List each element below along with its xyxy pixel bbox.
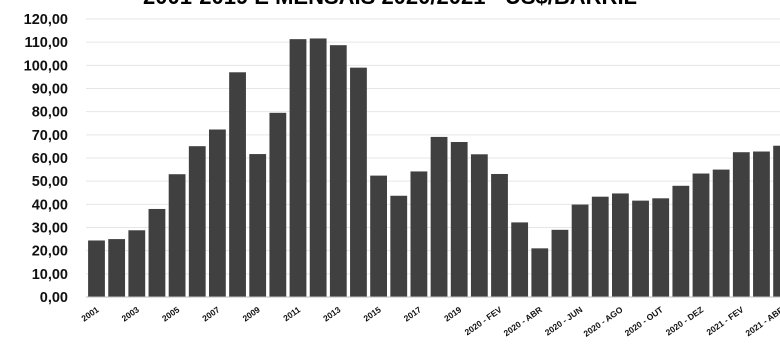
x-tick-label: 2021 - FEV [704, 304, 745, 337]
bar-2020-jul [591, 196, 609, 297]
y-tick-label: 100,00 [24, 58, 68, 74]
bar-2001 [88, 240, 105, 297]
bar-2006 [188, 146, 206, 297]
y-tick-label: 60,00 [32, 151, 68, 167]
bar-2013 [329, 45, 347, 298]
bar-2020-abr [531, 248, 549, 297]
bar-2020-set [632, 200, 649, 297]
y-tick-label: 0,00 [40, 290, 68, 306]
x-tick-label: 2017 [402, 304, 423, 323]
x-tick-label: 2007 [200, 304, 221, 323]
chart-title: 2001-2019 E MENSAIS 2020/2021 - US$/BARR… [0, 0, 780, 8]
bar-2021-jan [712, 169, 730, 297]
y-tick-label: 10,00 [32, 267, 68, 283]
bar-2017 [410, 171, 428, 297]
bar-2021-mar [753, 151, 770, 297]
x-tick-label: 2005 [160, 304, 181, 323]
bar-2015 [370, 175, 387, 297]
bar-2004 [148, 208, 166, 297]
y-tick-label: 110,00 [24, 35, 68, 51]
y-tick-label: 20,00 [32, 244, 68, 260]
x-tick-label: 2003 [120, 304, 141, 323]
y-tick-label: 50,00 [32, 174, 68, 190]
bar-2020-dez [692, 173, 710, 297]
bar-2010 [269, 112, 287, 297]
bar-2011 [289, 39, 307, 297]
x-tick-label: 2020 - JUN [543, 304, 584, 337]
bar-2021-fev [732, 152, 750, 297]
bar-2012 [309, 38, 327, 298]
y-tick-label: 90,00 [32, 82, 68, 98]
bar-2020-nov [672, 185, 690, 297]
bar-2008 [229, 72, 246, 298]
bar-2020-fev [491, 173, 508, 297]
bar-2020-mar [511, 222, 529, 297]
x-tick-label: 2020 - DEZ [664, 304, 705, 337]
bar-2014 [350, 67, 367, 298]
bar-2020-mai [551, 229, 569, 297]
y-tick-label: 70,00 [32, 128, 68, 144]
x-tick-label: 2011 [281, 304, 302, 323]
x-tick-label: 2019 [442, 304, 463, 323]
x-tick-label: 2013 [321, 304, 342, 323]
bar-2020-out [652, 198, 670, 297]
bar-2021-abr [773, 145, 780, 297]
y-tick-label: 30,00 [32, 221, 68, 237]
x-tick-label: 2020 - AGO [582, 304, 625, 339]
y-tick-label: 120,00 [24, 12, 68, 28]
y-tick-label: 80,00 [32, 105, 68, 121]
bar-2020-jan [470, 154, 488, 297]
bar-2020-jun [571, 204, 589, 297]
bar-2016 [390, 195, 408, 297]
x-tick-label: 2020 - OUT [623, 304, 666, 338]
bar-2007 [209, 129, 226, 297]
bar-2020-ago [612, 193, 629, 297]
bar-2009 [249, 154, 267, 297]
x-tick-label: 2001 [79, 304, 100, 323]
bar-2018 [430, 136, 448, 297]
x-tick-label: 2020 - ABR [502, 304, 544, 338]
bar-2005 [168, 174, 186, 297]
bar-2003 [128, 230, 146, 297]
bar-2002 [108, 239, 126, 297]
bar-2019 [450, 142, 468, 297]
x-tick-label: 2021 - ABR [743, 304, 780, 338]
x-tick-label: 2020 - FEV [463, 304, 504, 337]
y-tick-label: 40,00 [32, 197, 68, 213]
x-tick-label: 2015 [362, 304, 383, 323]
x-tick-label: 2009 [241, 304, 262, 323]
